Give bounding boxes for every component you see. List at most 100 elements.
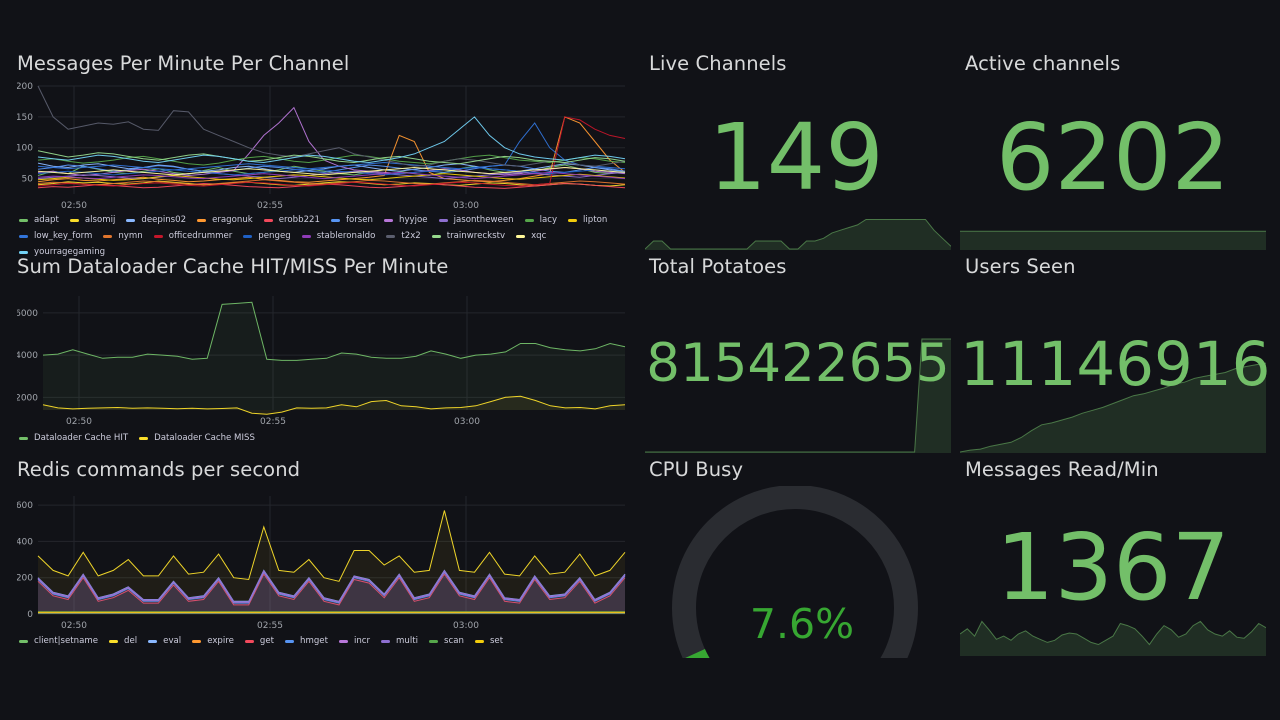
legend-label: erobb221 <box>278 215 320 225</box>
legend-item[interactable]: pengeg <box>243 231 291 241</box>
legend-item[interactable]: t2x2 <box>386 231 421 241</box>
x-tick-label: 02:55 <box>257 201 283 211</box>
legend: adapt alsomij deepins02 eragonuk erobb221 for… <box>19 215 619 257</box>
y-tick-label: 400 <box>17 537 33 547</box>
series-line <box>37 122 626 171</box>
legend-swatch <box>301 234 311 238</box>
y-tick-label: 50 <box>22 175 34 185</box>
sparkline-area <box>645 219 951 250</box>
x-tick-label: 02:50 <box>61 201 87 211</box>
series-line <box>37 166 626 176</box>
legend-swatch <box>386 234 396 238</box>
series-line <box>37 573 626 606</box>
live-channels-panel: Live Channels 149 <box>645 52 951 250</box>
legend-item[interactable]: Dataloader Cache MISS <box>139 433 255 443</box>
legend-label: eval <box>163 636 182 646</box>
legend-item[interactable]: scan <box>429 636 464 646</box>
legend-item[interactable]: adapt <box>19 215 59 225</box>
total-potatoes-sparkline <box>645 338 951 453</box>
legend-swatch <box>153 234 163 238</box>
legend-item[interactable]: hyyjoe <box>384 215 428 225</box>
legend-item[interactable]: officedrummer <box>153 231 233 241</box>
series-line <box>37 179 626 186</box>
x-tick-label: 02:50 <box>61 621 87 631</box>
panel-title: Messages Read/Min <box>965 458 1159 481</box>
legend-item[interactable]: del <box>109 636 137 646</box>
legend-item[interactable]: trainwreckstv <box>431 231 505 241</box>
legend-swatch <box>429 639 439 643</box>
legend-item[interactable]: low_key_form <box>19 231 92 241</box>
legend-item[interactable]: nymn <box>103 231 143 241</box>
y-tick-label: 200 <box>17 82 33 92</box>
legend-swatch <box>330 218 340 222</box>
y-tick-label: 6000 <box>17 309 38 319</box>
legend: client|setname del eval expire get hmget incr m… <box>19 636 619 646</box>
users-seen-value: 11146916 <box>960 329 1271 400</box>
legend-item[interactable]: Dataloader Cache HIT <box>19 433 128 443</box>
legend-swatch <box>19 250 28 254</box>
y-tick-label: 2000 <box>17 393 38 403</box>
legend-item[interactable]: stableronaldo <box>301 231 376 241</box>
legend-label: stableronaldo <box>316 231 376 241</box>
series-line <box>37 116 626 164</box>
legend-item[interactable]: eval <box>148 636 181 646</box>
legend-swatch <box>568 218 578 222</box>
legend-item[interactable]: lipton <box>568 215 607 225</box>
total-potatoes-panel: Total Potatoes 815422655 <box>645 255 951 453</box>
panel-title: CPU Busy <box>649 458 744 481</box>
legend-item[interactable]: expire <box>192 636 234 646</box>
y-tick-label: 600 <box>17 501 33 511</box>
users-seen-sparkline <box>960 362 1266 453</box>
legend-swatch <box>109 639 119 643</box>
legend-label: client|setname <box>34 636 99 646</box>
legend-swatch <box>126 218 136 222</box>
series-line <box>37 510 626 582</box>
x-tick-label: 02:50 <box>66 417 92 427</box>
legend-item[interactable]: deepins02 <box>126 215 186 225</box>
legend-item[interactable]: get <box>244 636 275 646</box>
x-tick-label: 02:55 <box>260 417 286 427</box>
legend-label: expire <box>207 636 234 646</box>
legend-item[interactable]: jasontheween <box>438 215 514 225</box>
sparkline-area <box>960 621 1266 656</box>
messages-read-panel: Messages Read/Min 1367 <box>960 458 1266 656</box>
legend-swatch <box>19 639 28 643</box>
legend-swatch <box>197 218 207 222</box>
x-tick-label: 03:00 <box>453 201 479 211</box>
sparkline-area <box>645 339 951 453</box>
legend-item[interactable]: hmget <box>285 636 328 646</box>
series-line <box>37 162 626 173</box>
cpu-busy-panel: CPU Busy 7.6% <box>645 458 951 658</box>
legend-label: officedrummer <box>168 231 233 241</box>
legend-label: get <box>259 636 275 646</box>
legend-swatch <box>381 639 391 643</box>
dataloader-cache-panel: Sum Dataloader Cache HIT/MISS Per Minute… <box>17 255 629 445</box>
y-tick-label: 0 <box>27 610 33 620</box>
legend-swatch <box>148 639 158 643</box>
legend-label: jasontheween <box>453 215 514 225</box>
legend-item[interactable]: alsomij <box>69 215 115 225</box>
legend-label: scan <box>444 636 464 646</box>
legend-item[interactable]: set <box>474 636 503 646</box>
legend-item[interactable]: lacy <box>524 215 557 225</box>
legend-item[interactable]: forsen <box>330 215 373 225</box>
legend-swatch <box>384 218 393 222</box>
legend-label: yourragegaming <box>34 247 106 257</box>
legend-item[interactable]: erobb221 <box>263 215 320 225</box>
series-area <box>38 570 625 614</box>
legend-label: adapt <box>34 215 59 225</box>
legend-item[interactable]: xqc <box>516 231 546 241</box>
panel-title: Live Channels <box>649 52 787 75</box>
legend-item[interactable]: eragonuk <box>197 215 253 225</box>
legend-item[interactable]: multi <box>381 636 418 646</box>
sparkline-line <box>645 219 951 250</box>
y-tick-label: 150 <box>17 113 33 123</box>
legend-label: xqc <box>531 231 547 241</box>
legend-swatch <box>338 639 348 643</box>
legend-item[interactable]: yourragegaming <box>19 247 105 257</box>
legend-item[interactable]: incr <box>338 636 370 646</box>
legend-swatch <box>474 639 484 643</box>
active-channels-panel: Active channels 6202 <box>960 52 1266 250</box>
legend-swatch <box>19 234 28 238</box>
legend-item[interactable]: client|setname <box>19 636 98 646</box>
